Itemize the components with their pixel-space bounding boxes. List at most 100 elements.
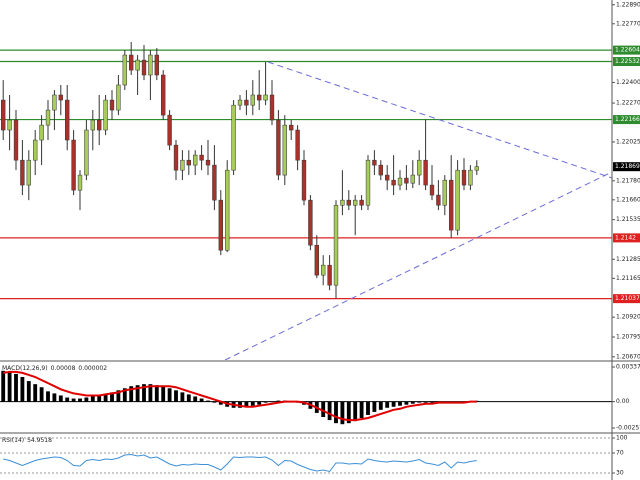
candle-body bbox=[410, 174, 415, 184]
candle-body bbox=[468, 169, 473, 186]
macd-bar bbox=[276, 400, 281, 402]
candle-body bbox=[295, 129, 300, 161]
macd-bar bbox=[398, 401, 402, 406]
macd-bar bbox=[26, 381, 31, 402]
candle-body bbox=[1, 99, 6, 131]
candle-body bbox=[263, 94, 268, 101]
candle-body bbox=[365, 159, 371, 206]
candle-body bbox=[461, 169, 467, 186]
candle-body bbox=[282, 124, 287, 176]
macd-bar bbox=[65, 397, 70, 402]
candle-body bbox=[33, 139, 38, 161]
candle-body bbox=[378, 164, 383, 176]
macd-bar bbox=[161, 386, 166, 402]
macd-bar bbox=[129, 386, 134, 402]
current-price-label: 1.21869 bbox=[615, 163, 640, 170]
macd-bar bbox=[244, 401, 249, 407]
macd-bar bbox=[167, 388, 172, 402]
candle-body bbox=[90, 119, 95, 131]
y-tick-label: 1.22770 bbox=[616, 20, 640, 27]
macd-bar bbox=[135, 385, 140, 402]
indicator-value: 0.00008 bbox=[51, 365, 76, 372]
macd-bar bbox=[174, 390, 178, 402]
y-tick-label: 1.21780 bbox=[616, 177, 640, 184]
y-tick-label: 1.21165 bbox=[616, 275, 640, 282]
macd-bar bbox=[372, 401, 377, 412]
candle-body bbox=[231, 104, 236, 171]
macd-bar bbox=[346, 401, 351, 424]
level-tag bbox=[613, 45, 640, 55]
level-tag bbox=[613, 233, 640, 243]
candle-body bbox=[353, 199, 358, 206]
macd-bar bbox=[116, 390, 121, 402]
indicator-label: RSI(14) 54.9518 bbox=[2, 437, 52, 444]
macd-bar bbox=[218, 401, 223, 405]
candle-body bbox=[218, 199, 223, 251]
candle-body bbox=[109, 99, 115, 111]
candle-body bbox=[199, 154, 204, 161]
macd-bar bbox=[199, 398, 204, 402]
candle-body bbox=[333, 204, 339, 286]
candle-body bbox=[340, 199, 345, 206]
macd-bar bbox=[340, 401, 345, 425]
macd-bar bbox=[7, 371, 12, 402]
macd-bar bbox=[58, 395, 63, 402]
macd-bar bbox=[257, 401, 262, 405]
candle-body bbox=[193, 154, 198, 166]
candle-body bbox=[97, 119, 102, 131]
macd-bar bbox=[186, 394, 191, 402]
current-price-tag bbox=[613, 162, 640, 172]
macd-bar bbox=[366, 401, 370, 415]
y-tick-label: 1.20670 bbox=[616, 353, 640, 360]
candle-body bbox=[84, 129, 89, 176]
candle-body bbox=[20, 159, 25, 186]
macd-bar bbox=[52, 393, 57, 402]
candle-body bbox=[449, 179, 454, 231]
candle-body bbox=[436, 194, 441, 206]
macd-bar bbox=[385, 401, 390, 408]
level-tag bbox=[613, 294, 640, 304]
y-tick-label: 100 bbox=[616, 435, 628, 442]
macd-bar bbox=[206, 400, 210, 402]
level-label: 1.22604 bbox=[615, 47, 640, 54]
candle-body bbox=[180, 159, 185, 171]
y-tick-label: 1.21535 bbox=[616, 216, 640, 223]
indicator-name: RSI(14) bbox=[2, 437, 24, 444]
macd-bar bbox=[1, 370, 6, 402]
trendline bbox=[224, 171, 612, 360]
candle-body bbox=[244, 99, 249, 106]
macd-bar bbox=[359, 401, 364, 419]
candle-body bbox=[135, 59, 140, 71]
y-tick-label: 70 bbox=[616, 450, 624, 457]
macd-bar bbox=[378, 401, 383, 410]
y-tick-label: 1.20795 bbox=[616, 334, 640, 341]
macd-bar bbox=[334, 401, 338, 424]
level-label: 1.22532 bbox=[615, 58, 640, 65]
y-tick-label: 0.00337 bbox=[616, 364, 640, 371]
macd-bar bbox=[391, 401, 396, 407]
candle-body bbox=[327, 264, 332, 286]
candle-body bbox=[276, 119, 281, 176]
candle-body bbox=[186, 159, 191, 166]
candle-body bbox=[39, 124, 44, 141]
candle-body bbox=[359, 199, 364, 206]
y-tick-label: 30 bbox=[616, 470, 624, 477]
candle-body bbox=[167, 114, 172, 146]
y-tick-label: -0.00257 bbox=[616, 424, 640, 431]
candle-body bbox=[129, 54, 134, 71]
candle-body bbox=[161, 74, 166, 116]
macd-bar bbox=[193, 396, 198, 402]
candle-body bbox=[404, 177, 409, 184]
trendline bbox=[267, 61, 612, 179]
candle-body bbox=[65, 99, 70, 141]
macd-bar bbox=[46, 391, 50, 402]
y-tick-label: 1.22890 bbox=[616, 1, 640, 8]
candle-body bbox=[52, 94, 57, 111]
macd-bar bbox=[142, 384, 146, 402]
indicator-value: 54.9518 bbox=[27, 437, 52, 444]
macd-bar bbox=[84, 397, 89, 402]
candle-body bbox=[26, 159, 31, 186]
macd-bar bbox=[90, 396, 95, 402]
macd-bar bbox=[97, 395, 102, 402]
